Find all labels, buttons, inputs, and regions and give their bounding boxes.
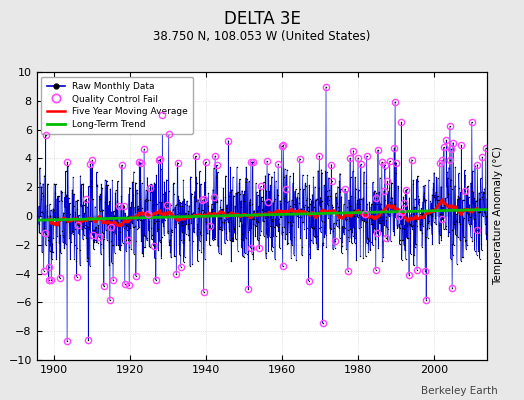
Text: DELTA 3E: DELTA 3E xyxy=(224,10,300,28)
Legend: Raw Monthly Data, Quality Control Fail, Five Year Moving Average, Long-Term Tren: Raw Monthly Data, Quality Control Fail, … xyxy=(41,76,193,134)
Text: Berkeley Earth: Berkeley Earth xyxy=(421,386,498,396)
Y-axis label: Temperature Anomaly (°C): Temperature Anomaly (°C) xyxy=(493,146,503,286)
Text: 38.750 N, 108.053 W (United States): 38.750 N, 108.053 W (United States) xyxy=(154,30,370,43)
